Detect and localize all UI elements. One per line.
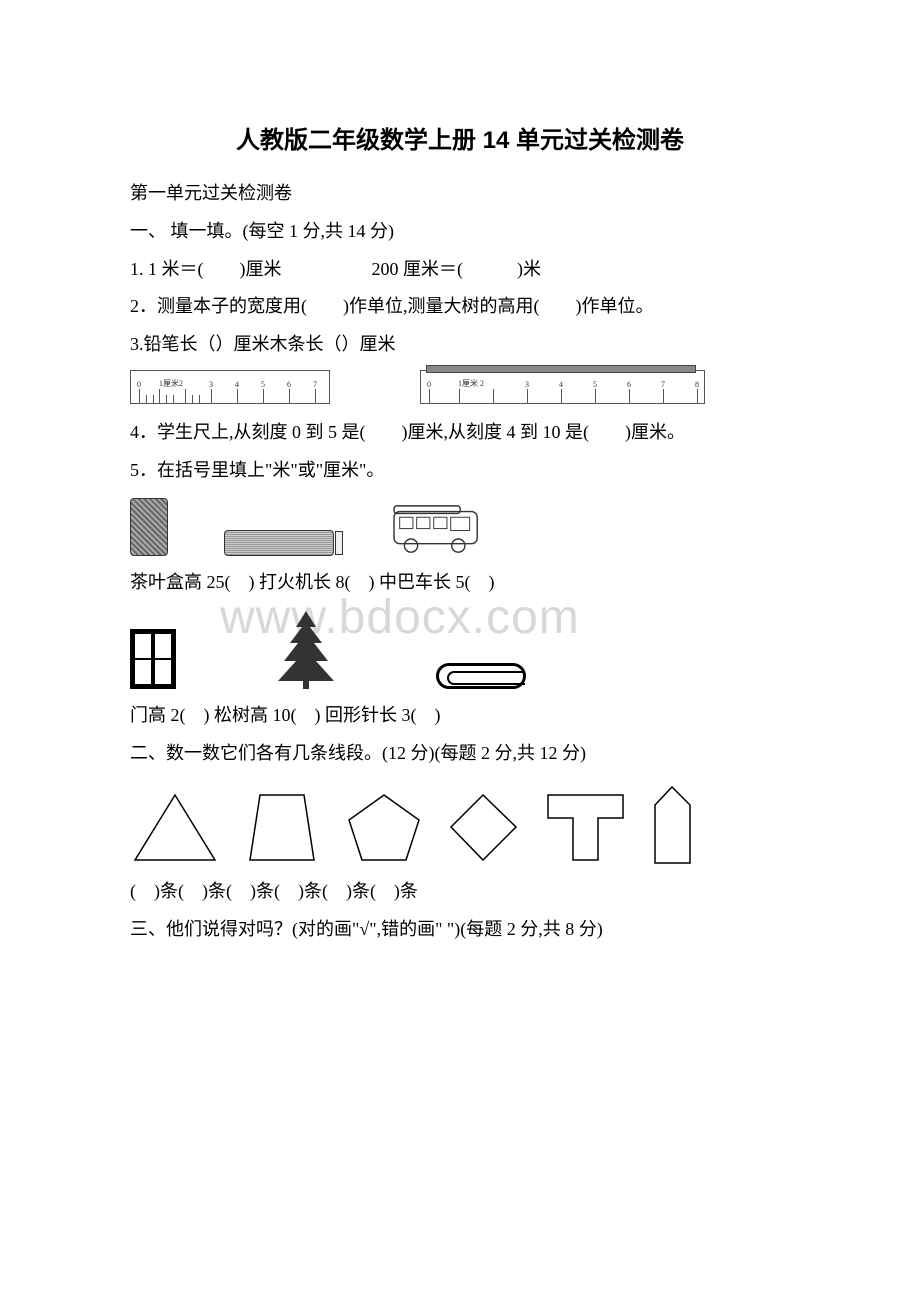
t-shape	[543, 790, 628, 865]
ruler-num: 1厘米 2	[458, 378, 484, 389]
door-icon	[130, 629, 176, 689]
main-title: 人教版二年级数学上册 14 单元过关检测卷	[130, 120, 790, 155]
section1-header: 一、 填一填。(每空 1 分,共 14 分)	[130, 213, 790, 251]
trapezoid-shape	[242, 790, 322, 865]
shapes-row	[130, 785, 790, 865]
section3-header: 三、他们说得对吗？(对的画"√",错的画" ")(每题 2 分,共 8 分)	[130, 911, 790, 949]
ruler-right: 0 1厘米 2 3 4 5 6 7 8	[420, 370, 705, 404]
ruler-row: 0 1厘米2 3 4 5 6 7 0 1厘米 2 3 4 5 6 7 8	[130, 370, 790, 404]
tree-icon	[266, 609, 346, 689]
ruler-left: 0 1厘米2 3 4 5 6 7	[130, 370, 330, 404]
section2-header: 二、数一数它们各有几条线段。(12 分)(每题 2 分,共 12 分)	[130, 735, 790, 773]
question-3: 3.铅笔长（）厘米木条长（）厘米	[130, 326, 790, 364]
bus-icon	[390, 504, 485, 556]
triangle-shape	[130, 790, 220, 865]
pentagon-shape	[344, 790, 424, 865]
ruler-num: 4	[559, 380, 563, 389]
subtitle: 第一单元过关检测卷	[130, 175, 790, 213]
ruler-num: 5	[593, 380, 597, 389]
section2-answers: ( )条( )条( )条( )条( )条( )条	[130, 873, 790, 911]
ruler-num: 0	[427, 380, 431, 389]
ruler-num: 3	[209, 380, 213, 389]
ruler-num: 1厘米2	[159, 378, 183, 389]
ruler-num: 8	[695, 380, 699, 389]
image-row-2	[130, 609, 790, 689]
question-4: 4．学生尺上,从刻度 0 到 5 是( )厘米,从刻度 4 到 10 是( )厘…	[130, 414, 790, 452]
tea-box-icon	[130, 498, 168, 556]
diamond-shape	[446, 790, 521, 865]
ruler-num: 6	[287, 380, 291, 389]
ruler-bar	[426, 365, 696, 373]
question-5: 5．在括号里填上"米"或"厘米"。	[130, 452, 790, 490]
ruler-num: 7	[661, 380, 665, 389]
question-2: 2．测量本子的宽度用( )作单位,测量大树的高用( )作单位。	[130, 288, 790, 326]
ruler-num: 6	[627, 380, 631, 389]
ruler-num: 3	[525, 380, 529, 389]
lighter-icon	[224, 530, 334, 556]
question-1: 1. 1 米＝( )厘米 200 厘米＝( )米	[130, 251, 790, 289]
paperclip-icon	[436, 663, 526, 689]
question-5-line1: 茶叶盒高 25( ) 打火机长 8( ) 中巴车长 5( )	[130, 564, 790, 602]
ruler-num: 7	[313, 380, 317, 389]
ruler-num: 5	[261, 380, 265, 389]
ruler-num: 4	[235, 380, 239, 389]
ruler-num: 0	[137, 380, 141, 389]
question-5-line2: 门高 2( ) 松树高 10( ) 回形针长 3( )	[130, 697, 790, 735]
image-row-1	[130, 498, 790, 556]
house-shape	[650, 785, 695, 865]
document-content: 人教版二年级数学上册 14 单元过关检测卷 第一单元过关检测卷 一、 填一填。(…	[130, 120, 790, 949]
